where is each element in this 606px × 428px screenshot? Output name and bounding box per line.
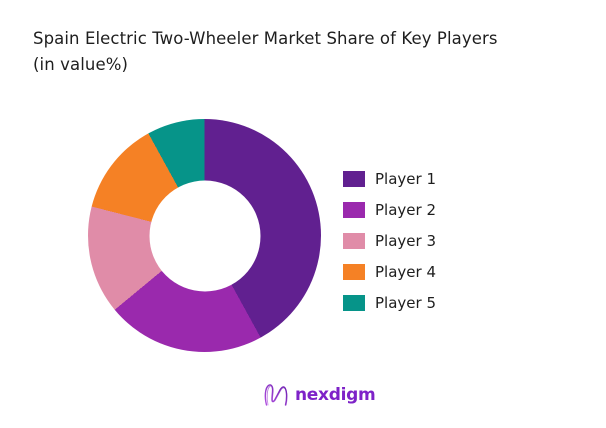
legend-item: Player 3 (343, 233, 436, 249)
legend-swatch (343, 295, 365, 311)
chart-legend: Player 1 Player 2 Player 3 Player 4 Player 5 (343, 171, 436, 311)
chart-title-line2: (in value%) (33, 55, 129, 74)
legend-item: Player 5 (343, 295, 436, 311)
donut-hole (149, 180, 260, 291)
legend-item: Player 1 (343, 171, 436, 187)
legend-swatch (343, 264, 365, 280)
chart-title-line1: Spain Electric Two-Wheeler Market Share … (33, 29, 498, 48)
nexdigm-logo: nexdigm (263, 381, 376, 409)
legend-label: Player 1 (375, 170, 436, 188)
nexdigm-logo-icon (264, 384, 288, 406)
legend-swatch (343, 171, 365, 187)
legend-swatch (343, 202, 365, 218)
legend-item: Player 2 (343, 202, 436, 218)
chart-title: Spain Electric Two-Wheeler Market Share … (33, 26, 588, 78)
legend-label: Player 4 (375, 263, 436, 281)
nexdigm-wordmark: nexdigm (295, 385, 376, 405)
donut-chart (88, 119, 321, 352)
legend-label: Player 2 (375, 201, 436, 219)
legend-item: Player 4 (343, 264, 436, 280)
legend-swatch (343, 233, 365, 249)
legend-label: Player 5 (375, 294, 436, 312)
legend-label: Player 3 (375, 232, 436, 250)
